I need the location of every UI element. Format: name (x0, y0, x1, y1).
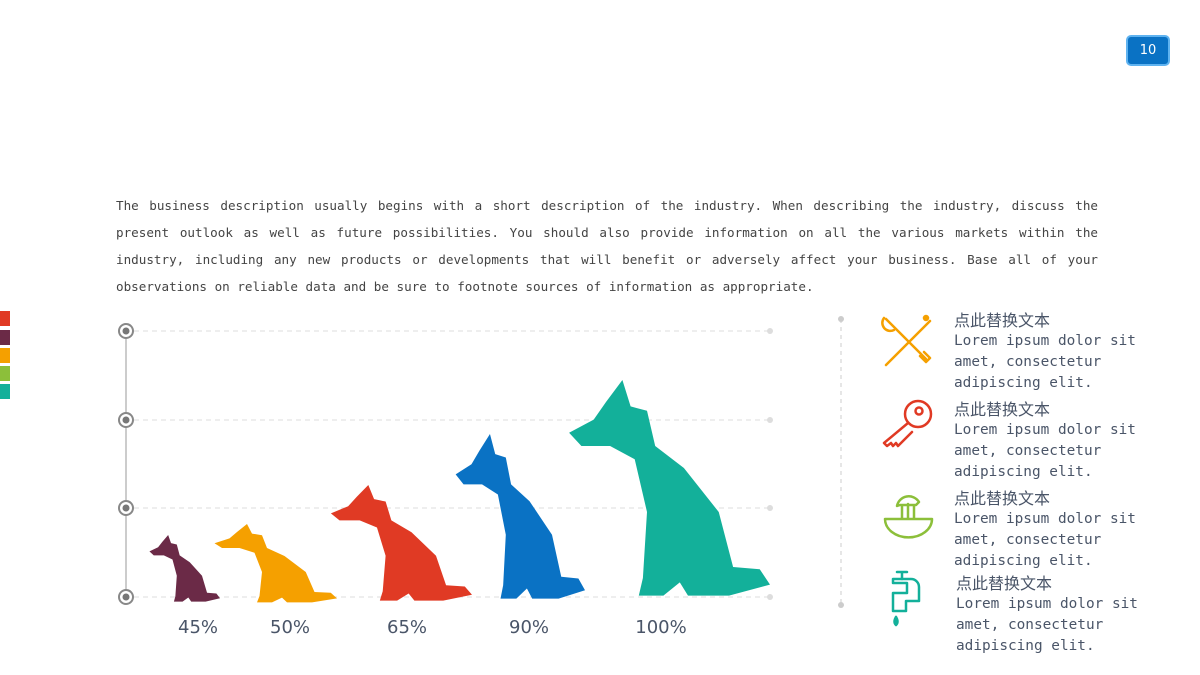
page-number-badge: 10 (1126, 35, 1170, 66)
grid-end-dot (767, 505, 773, 511)
grid-end-dot (767, 417, 773, 423)
divider-dot (838, 602, 844, 608)
feature-title: 点此替换文本 (956, 574, 1053, 593)
feature-item: 点此替换文本 Lorem ipsum dolor sit amet, conse… (956, 574, 1156, 657)
feature-title: 点此替换文本 (954, 311, 1051, 330)
dog-label: 100% (635, 617, 687, 638)
feature-item: 点此替换文本 Lorem ipsum dolor sit amet, conse… (954, 311, 1154, 394)
feature-item: 点此替换文本 Lorem ipsum dolor sit amet, conse… (954, 400, 1154, 483)
color-swatch (0, 348, 10, 363)
intro-paragraph: The business description usually begins … (116, 198, 1098, 294)
grid-end-dot (767, 328, 773, 334)
feature-text: Lorem ipsum dolor sit amet, consectetur … (956, 596, 1138, 654)
grid-marker-dot (122, 593, 130, 601)
faucet-icon (891, 570, 921, 627)
dog-silhouette (330, 485, 472, 601)
feature-text: Lorem ipsum dolor sit amet, consectetur … (954, 511, 1136, 569)
grid-marker-dot (122, 327, 130, 335)
color-swatch (0, 311, 10, 326)
dog-silhouette (455, 434, 585, 599)
grid-end-dot (767, 594, 773, 600)
color-swatch (0, 366, 10, 381)
dog-label: 90% (508, 617, 550, 638)
divider-dot (838, 316, 844, 322)
grid-marker-dot (122, 504, 130, 512)
tools-icon (881, 314, 932, 367)
feature-title: 点此替换文本 (954, 400, 1051, 419)
dog-silhouette (569, 380, 770, 596)
feature-text: Lorem ipsum dolor sit amet, consectetur … (954, 422, 1136, 480)
color-swatch (0, 330, 10, 345)
feature-text: Lorem ipsum dolor sit amet, consectetur … (954, 333, 1136, 391)
dog-label: 65% (386, 617, 428, 638)
dog-silhouette (214, 524, 337, 603)
feature-title: 点此替换文本 (954, 489, 1051, 508)
dog-label: 45% (177, 617, 219, 638)
dog-silhouette (149, 535, 220, 602)
juicer-icon (883, 495, 934, 539)
color-swatch (0, 384, 10, 399)
feature-item: 点此替换文本 Lorem ipsum dolor sit amet, conse… (954, 489, 1154, 572)
grid-marker-dot (122, 416, 130, 424)
dog-label: 50% (269, 617, 311, 638)
key-icon (882, 399, 933, 448)
